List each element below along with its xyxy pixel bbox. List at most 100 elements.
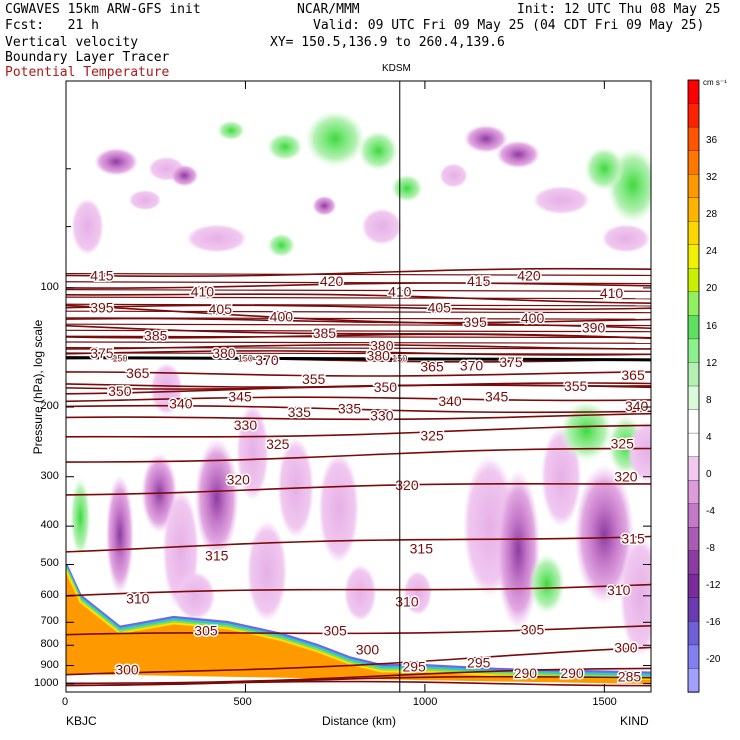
isentrope-label: 400: [521, 310, 545, 326]
valid-time: Valid: 09 UTC Fri 09 May 25 (04 CDT Fri …: [313, 18, 705, 33]
model-title: CGWAVES 15km ARW-GFS init: [5, 2, 201, 17]
vv-blob: [266, 132, 303, 161]
vv-blob: [305, 110, 366, 167]
colorbar-swatch: [687, 174, 700, 199]
isentrope-label: 420: [517, 267, 541, 283]
isentrope-label: 315: [410, 541, 434, 557]
vv-blob: [601, 224, 650, 253]
tropopause-label: 150: [112, 354, 127, 364]
vv-blob: [358, 130, 399, 171]
isentrope-label: 410: [191, 283, 215, 299]
colorbar-label: 0: [706, 468, 712, 480]
vv-blob: [584, 146, 625, 191]
vv-blob: [390, 174, 423, 203]
y-axis-label: Pressure (hPa), log scale: [31, 319, 45, 455]
vv-blob: [574, 464, 635, 605]
isentrope-label: 365: [420, 359, 444, 375]
field-vertical-velocity: Vertical velocity: [5, 35, 139, 50]
isentrope-label: 285: [618, 669, 642, 685]
colorbar-frame: [687, 79, 700, 693]
colorbar-swatch: [687, 644, 700, 670]
colorbar-swatch: [687, 385, 700, 411]
x-tick-label: 1500: [592, 696, 617, 708]
isentrope-line: [66, 310, 651, 314]
vv-blob: [361, 208, 402, 245]
isentrope-label: 395: [90, 299, 114, 315]
isentrope-line: [66, 624, 651, 636]
colorbar-label: 20: [706, 283, 718, 295]
vv-blob: [528, 553, 565, 614]
org-label: NCAR/MMM: [297, 2, 360, 17]
isentrope-line: [66, 272, 651, 277]
isentrope-label: 370: [460, 357, 484, 373]
field-boundary-layer-tracer: Boundary Layer Tracer: [5, 50, 170, 65]
colorbar-label: -16: [706, 617, 721, 629]
isentrope-label: 310: [126, 591, 150, 607]
x-tick-label: 0: [62, 696, 69, 708]
isentrope-line: [66, 289, 651, 292]
colorbar-swatch: [687, 362, 700, 387]
isentrope-label: 370: [255, 352, 279, 368]
vv-blob: [403, 570, 432, 615]
isentrope-line: [66, 293, 651, 304]
vv-blob: [246, 521, 287, 622]
colorbar-label: 8: [706, 394, 712, 406]
y-tick-label: 800: [40, 638, 59, 651]
station-right-label: KIND: [620, 714, 649, 728]
isentrope-label: 390: [582, 320, 606, 336]
vv-blob: [463, 124, 508, 153]
vv-blob: [186, 224, 247, 253]
colorbar-label: -8: [706, 543, 715, 555]
y-tick-label: 400: [40, 519, 59, 532]
colorbar-label: -4: [706, 506, 715, 517]
colorbar-swatch: [687, 291, 700, 317]
tracer-rim: [66, 568, 651, 678]
isentrope-label: 375: [499, 354, 523, 370]
isentrope-line: [66, 412, 651, 421]
isentrope-label: 325: [420, 427, 444, 443]
isentrope-line: [66, 323, 651, 327]
isentrope-label: 405: [209, 301, 233, 317]
colorbar-swatch: [687, 480, 700, 505]
forecast-hour: Fcst: 21 h: [5, 18, 99, 33]
colorbar-swatch: [687, 150, 700, 175]
colorbar-label: 28: [706, 209, 718, 221]
isentrope-line: [66, 296, 651, 300]
colorbar-swatch: [687, 221, 700, 246]
colorbar-swatch: [687, 409, 700, 434]
vv-blob: [312, 195, 337, 216]
isentrope-label: 305: [194, 623, 218, 639]
isentrope-label: 380: [370, 338, 394, 354]
init-time: Init: 12 UTC Thu 08 May 25: [517, 2, 721, 17]
colorbar-swatch: [687, 338, 700, 364]
y-tick-label: 300: [40, 469, 59, 482]
ground-surface: [66, 674, 651, 692]
isentrope-line: [66, 333, 651, 339]
vv-blob: [496, 140, 541, 169]
isentrope-label: 335: [288, 404, 312, 420]
colorbar-swatch: [687, 621, 700, 646]
isentrope-line: [66, 352, 651, 355]
isentrope-line: [66, 371, 651, 377]
isentrope-line: [66, 646, 651, 676]
isentrope-label: 385: [144, 328, 168, 344]
isentrope-label: 320: [227, 472, 251, 488]
isentrope-label: 315: [205, 548, 229, 564]
colorbar-label: 32: [706, 172, 718, 184]
colorbar-unit: cm s⁻¹: [703, 78, 727, 87]
isentrope-line: [66, 667, 651, 685]
isentrope-label: 325: [266, 436, 290, 452]
isentrope-label: 380: [367, 347, 391, 363]
vv-blob: [496, 470, 541, 631]
colorbar-swatch: [687, 432, 700, 458]
isentrope-label: 335: [338, 401, 362, 417]
colorbar-swatch: [687, 527, 700, 552]
vv-blob: [439, 163, 468, 188]
isentrope-line: [66, 335, 651, 339]
isentrope-label: 305: [521, 622, 545, 638]
isentrope-line: [66, 281, 651, 285]
isentrope-label: 405: [428, 299, 452, 315]
y-tick-label: 700: [40, 615, 59, 628]
